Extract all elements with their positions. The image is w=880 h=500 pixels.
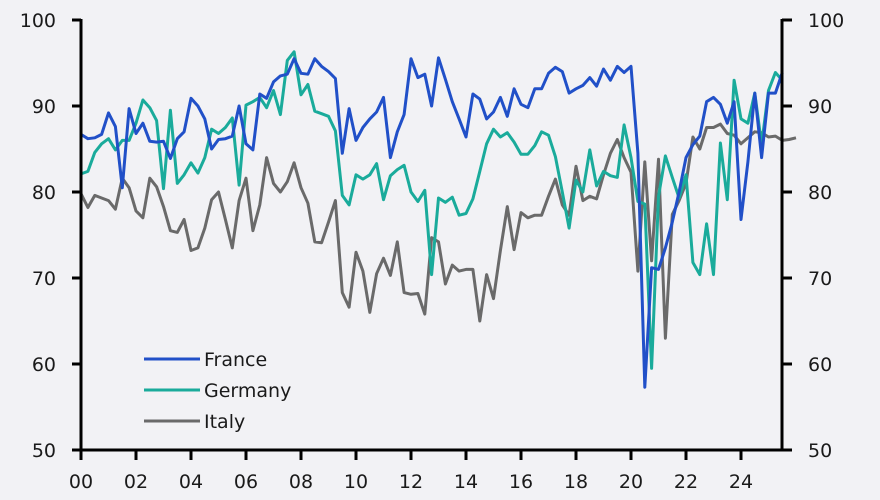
x-tick-label: 14 xyxy=(454,471,478,493)
x-tick-label: 06 xyxy=(234,471,258,493)
legend: France Germany Italy xyxy=(144,349,291,433)
x-tick-label: 02 xyxy=(124,471,148,493)
x-tick-label: 12 xyxy=(399,471,423,493)
x-tick-label: 18 xyxy=(564,471,588,493)
x-tick-label: 08 xyxy=(289,471,313,493)
y-tick-label-right: 50 xyxy=(808,440,832,462)
y-tick-label-right: 90 xyxy=(808,96,832,118)
y-tick-label-left: 60 xyxy=(32,354,56,376)
x-tick-label: 00 xyxy=(69,471,93,493)
series-line-germany xyxy=(80,50,784,370)
y-tick-label-left: 50 xyxy=(32,440,56,462)
y-tick-label-right: 100 xyxy=(808,10,844,32)
y-ticks-left: 50 60 70 80 90 100 xyxy=(20,10,81,462)
y-tick-label-left: 90 xyxy=(32,96,56,118)
y-tick-label-right: 70 xyxy=(808,268,832,290)
y-tick-label-left: 100 xyxy=(20,10,56,32)
x-tick-label: 22 xyxy=(674,471,698,493)
y-ticks-right: 50 60 70 80 90 100 xyxy=(782,10,844,462)
y-tick-label-left: 70 xyxy=(32,268,56,290)
series-line-france xyxy=(80,56,784,389)
y-tick-label-left: 80 xyxy=(32,182,56,204)
x-tick-label: 10 xyxy=(344,471,368,493)
x-tick-label: 20 xyxy=(619,471,643,493)
series-layer xyxy=(79,50,797,389)
x-tick-label: 04 xyxy=(179,471,203,493)
x-tick-label: 24 xyxy=(729,471,753,493)
x-tick-label: 16 xyxy=(509,471,533,493)
legend-label-france: France xyxy=(204,349,267,371)
x-ticks: 00 02 04 06 08 10 12 14 16 18 20 22 24 xyxy=(69,450,753,493)
y-tick-label-right: 60 xyxy=(808,354,832,376)
series-line-italy xyxy=(79,122,797,340)
axes-layer xyxy=(72,19,792,452)
legend-label-germany: Germany xyxy=(204,380,291,402)
legend-label-italy: Italy xyxy=(204,411,245,433)
y-tick-label-right: 80 xyxy=(808,182,832,204)
